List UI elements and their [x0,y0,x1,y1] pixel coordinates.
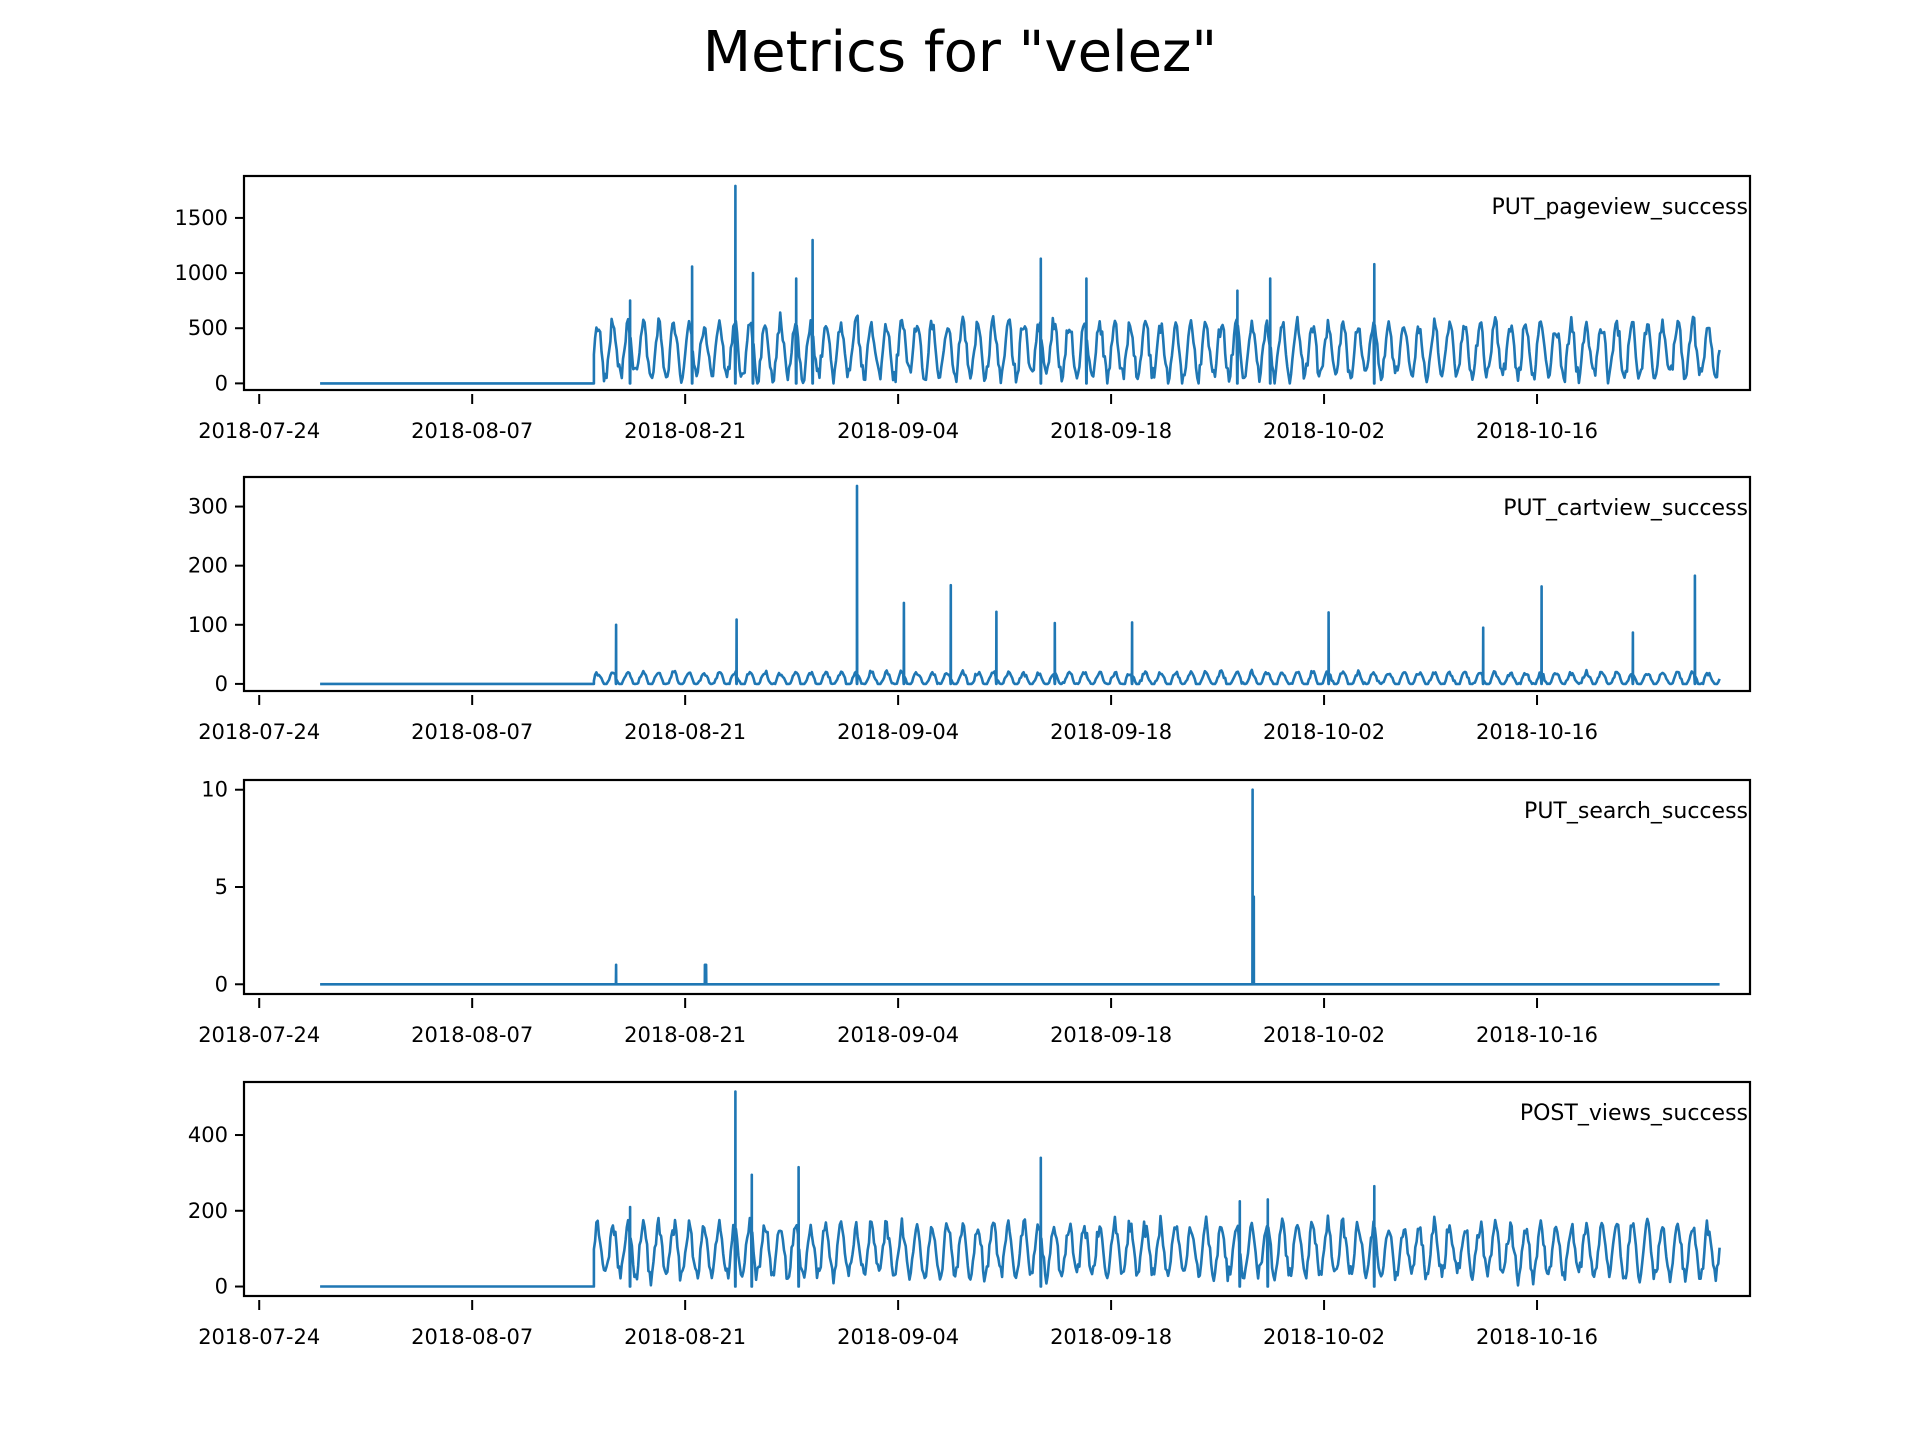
x-tick-label: 2018-10-02 [1263,1325,1385,1349]
subplot-3: 0 5 10 2018-07-24 2018-08-07 2018-08-21 2018-0… [198,778,1752,1047]
series-line [320,484,1721,686]
y-tick-label: 400 [188,1123,228,1147]
y-tick-label: 5 [215,875,228,899]
x-tick-label: 2018-09-18 [1050,720,1172,744]
y-tick-label: 1500 [175,206,228,230]
x-tick-label: 2018-09-04 [837,419,959,443]
y-tick-label: 0 [215,1275,228,1299]
x-tick-label: 2018-10-16 [1476,720,1598,744]
x-tick-label: 2018-10-02 [1263,1023,1385,1047]
x-tick-label: 2018-10-16 [1476,1325,1598,1349]
x-tick-label: 2018-10-02 [1263,720,1385,744]
x-tick-label: 2018-08-21 [624,720,746,744]
x-tick-label: 2018-09-04 [837,720,959,744]
axes-frame [242,475,1752,693]
x-tick-label: 2018-09-18 [1050,419,1172,443]
subplot-4: 0 200 400 2018-07-24 2018-08-07 2018-08-21 201… [188,1080,1752,1349]
x-tick-label: 2018-09-04 [837,1023,959,1047]
series-line [320,1090,1721,1288]
x-tick-label: 2018-09-18 [1050,1023,1172,1047]
axes-frame [242,1080,1752,1298]
series-line [320,184,1721,385]
series-label: PUT_cartview_success [1503,496,1748,521]
x-tick-label: 2018-10-02 [1263,419,1385,443]
x-tick-label: 2018-08-21 [624,1023,746,1047]
x-tick-label: 2018-07-24 [198,720,320,744]
figure-title: Metrics for "velez" [702,20,1218,85]
y-tick-label: 0 [215,371,228,395]
y-tick-label: 500 [188,316,228,340]
x-tick-label: 2018-08-07 [411,1325,533,1349]
y-tick-label: 10 [201,778,228,802]
y-tick-label: 100 [188,613,228,637]
x-tick-label: 2018-07-24 [198,1325,320,1349]
axes-frame [242,174,1752,392]
subplot-2: 0 100 200 300 2018-07-24 2018-08-07 2018-08-21… [188,475,1752,744]
series-label: PUT_search_success [1524,799,1748,824]
x-tick-label: 2018-08-21 [624,1325,746,1349]
y-tick-label: 300 [188,495,228,519]
y-tick-label: 1000 [175,261,228,285]
x-tick-label: 2018-08-07 [411,1023,533,1047]
x-tick-label: 2018-07-24 [198,1023,320,1047]
series-line [320,788,1720,986]
x-tick-label: 2018-09-04 [837,1325,959,1349]
series-label: POST_views_success [1520,1101,1748,1126]
x-tick-label: 2018-08-07 [411,419,533,443]
y-tick-label: 200 [188,554,228,578]
y-tick-label: 0 [215,672,228,696]
x-tick-label: 2018-08-21 [624,419,746,443]
y-tick-label: 200 [188,1199,228,1223]
subplot-1: 0 500 1000 1500 2018-07-24 2018-08-07 2018-08-… [175,174,1752,443]
x-tick-label: 2018-10-16 [1476,1023,1598,1047]
x-tick-label: 2018-08-07 [411,720,533,744]
x-tick-label: 2018-09-18 [1050,1325,1172,1349]
y-tick-label: 0 [215,972,228,996]
x-tick-label: 2018-07-24 [198,419,320,443]
x-tick-label: 2018-10-16 [1476,419,1598,443]
series-label: PUT_pageview_success [1492,195,1748,220]
